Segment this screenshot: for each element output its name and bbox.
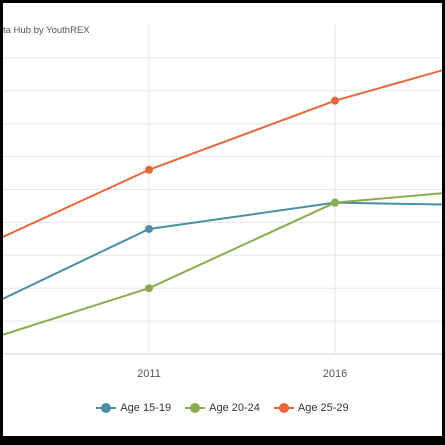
chart-frame: ta Hub by YouthREX 2011 2016 Age 15-19 Age… [3, 3, 442, 436]
legend-swatch [96, 403, 117, 413]
legend-item[interactable]: Age 20-24 [185, 402, 260, 414]
legend-swatch [185, 403, 206, 413]
series-line [3, 69, 442, 239]
x-tick-label: 2011 [137, 368, 161, 380]
chart-legend: Age 15-19 Age 20-24 Age 25-29 [3, 402, 442, 414]
line-chart: 2011 2016 [3, 25, 442, 380]
data-point [145, 224, 153, 233]
legend-swatch [273, 403, 294, 413]
series-line [3, 192, 442, 336]
data-point [331, 96, 339, 105]
x-tick-label: 2016 [323, 368, 347, 380]
chart-source-caption: ta Hub by YouthREX [3, 25, 90, 36]
legend-label: Age 20-24 [209, 402, 260, 414]
data-point [145, 284, 153, 293]
legend-item[interactable]: Age 15-19 [96, 402, 171, 414]
legend-label: Age 15-19 [120, 402, 172, 414]
data-point [145, 165, 153, 174]
legend-item[interactable]: Age 25-29 [273, 402, 349, 414]
legend-label: Age 25-29 [297, 402, 349, 414]
data-point [331, 198, 339, 207]
series-line [3, 201, 442, 300]
